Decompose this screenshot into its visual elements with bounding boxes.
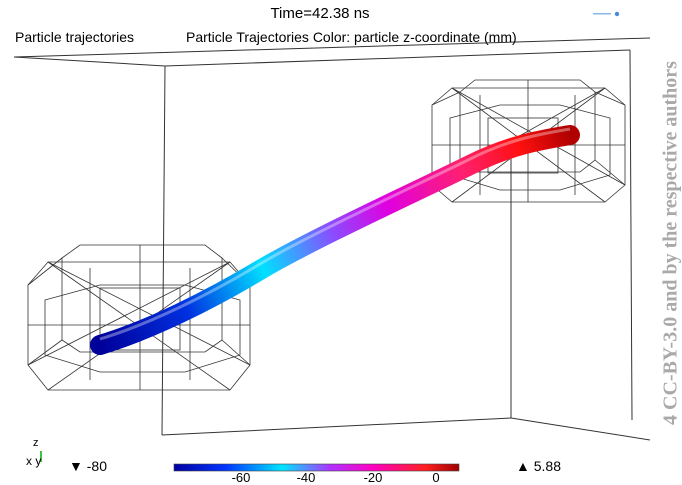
particle-trajectory-tube[interactable] [90, 125, 580, 355]
colorbar [173, 463, 460, 472]
colorbar-tick: -20 [363, 470, 383, 485]
bounding-box [13, 37, 651, 441]
axis-xy-label: x y [26, 454, 42, 468]
left-electrode-wireframe [27, 244, 251, 391]
colorbar-min-label: ▼ -80 [69, 458, 107, 474]
colorbar-tick: 0 [432, 470, 440, 485]
toolbar-logo-icon [593, 11, 620, 17]
color-expression-title: Particle Trajectories Color: particle z-… [186, 29, 517, 45]
colorbar-max-label: ▲ 5.88 [516, 458, 561, 474]
colorbar-tick: -60 [231, 470, 251, 485]
time-label: Time=42.38 ns [270, 5, 370, 22]
plot-title: Particle trajectories [15, 29, 135, 45]
colorbar-tick: -40 [296, 470, 316, 485]
axis-z-label: z [33, 437, 39, 449]
